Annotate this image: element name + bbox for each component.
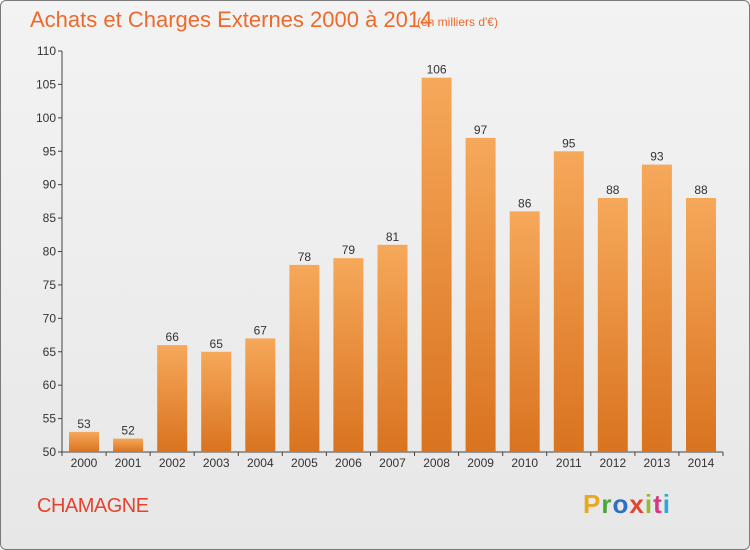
y-tick-label: 85 [43, 211, 57, 225]
logo-letter: i [662, 489, 671, 519]
bar [465, 137, 496, 452]
y-tick-label: 105 [36, 77, 56, 91]
bar [333, 258, 364, 452]
bar-value-label: 79 [342, 243, 356, 257]
y-tick-label: 80 [43, 245, 57, 259]
bar [686, 198, 716, 452]
bar [289, 264, 320, 452]
proxiti-logo[interactable]: Proxiti [583, 489, 671, 520]
bar [377, 244, 408, 452]
x-tick-label: 2003 [203, 456, 230, 470]
bar-value-label: 78 [298, 250, 312, 264]
logo-letter: i [644, 489, 654, 519]
bar [421, 77, 452, 452]
logo-letter: t [653, 489, 663, 519]
chart-subtitle: (en milliers d'€) [417, 15, 498, 29]
x-tick-label: 2010 [511, 456, 538, 470]
bar [245, 338, 276, 452]
y-tick-label: 50 [43, 445, 57, 459]
bar [509, 211, 540, 452]
bar [157, 345, 188, 452]
logo-letter: r [601, 489, 613, 519]
x-tick-label: 2009 [467, 456, 494, 470]
bar-value-label: 52 [121, 424, 135, 438]
x-tick-label: 2004 [247, 456, 274, 470]
bar-value-label: 67 [254, 323, 268, 337]
city-name: CHAMAGNE [37, 495, 149, 517]
bar-value-label: 95 [562, 136, 576, 150]
logo-letter: o [612, 489, 630, 519]
x-tick-label: 2001 [115, 456, 142, 470]
x-tick-label: 2012 [599, 456, 626, 470]
y-tick-label: 90 [43, 178, 57, 192]
bar-value-label: 88 [606, 183, 620, 197]
bar-value-label: 88 [694, 183, 708, 197]
x-tick-label: 2002 [159, 456, 186, 470]
chart-title: Achats et Charges Externes 2000 à 2014 [30, 7, 433, 32]
y-tick-label: 70 [43, 311, 57, 325]
y-tick-label: 95 [43, 144, 57, 158]
logo-letter: x [629, 489, 645, 519]
bar-value-label: 66 [166, 330, 180, 344]
x-tick-label: 2013 [644, 456, 671, 470]
bar [113, 438, 144, 452]
y-tick-label: 75 [43, 278, 57, 292]
x-tick-label: 2007 [379, 456, 406, 470]
x-tick-label: 2005 [291, 456, 318, 470]
bar-value-label: 93 [650, 150, 664, 164]
bar-value-label: 97 [474, 123, 488, 137]
y-tick-label: 110 [37, 44, 56, 58]
bar [641, 164, 672, 452]
bar-value-label: 81 [386, 230, 400, 244]
y-tick-label: 65 [43, 345, 57, 359]
bar-value-label: 86 [518, 196, 532, 210]
x-tick-label: 2011 [556, 456, 582, 470]
bar [553, 151, 584, 453]
x-tick-label: 2008 [423, 456, 450, 470]
bar [69, 431, 99, 452]
x-tick-label: 2014 [688, 456, 715, 470]
y-tick-label: 60 [43, 378, 57, 392]
y-tick-label: 55 [43, 412, 57, 426]
logo-letter: P [583, 489, 602, 519]
bar [597, 198, 628, 452]
x-tick-label: 2006 [335, 456, 362, 470]
bar [201, 351, 232, 453]
x-tick-label: 2000 [71, 456, 98, 470]
bar-value-label: 106 [427, 63, 447, 77]
bar-value-label: 53 [77, 417, 91, 431]
y-tick-label: 100 [36, 111, 56, 125]
bar-value-label: 65 [210, 337, 224, 351]
